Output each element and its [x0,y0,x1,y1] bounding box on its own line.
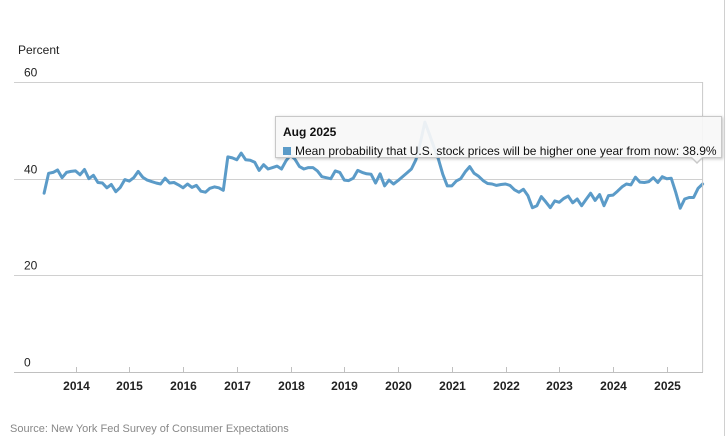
x-tick-label: 2023 [546,379,573,393]
legend-swatch-icon [283,147,291,155]
x-tick-label: 2021 [439,379,466,393]
source-note: Source: New York Fed Survey of Consumer … [10,423,289,435]
x-tick-label: 2016 [170,379,197,393]
x-axis: 2014 2015 2016 2017 2018 2019 2020 2021 2022 2023… [63,367,681,393]
x-tick-label: 2025 [654,379,681,393]
y-tick-label: 0 [24,356,31,370]
tooltip-series-label: Mean probability that U.S. stock prices … [295,144,676,158]
tooltip-pointer-fill [691,156,703,162]
y-tick-label: 40 [24,163,38,177]
x-tick-label: 2014 [63,379,90,393]
x-tick-label: 2017 [224,379,251,393]
series-group [42,120,705,210]
x-tick-label: 2015 [116,379,143,393]
x-tick-label: 2022 [493,379,520,393]
tooltip-title: Aug 2025 [283,125,337,139]
x-tick-label: 2018 [278,379,305,393]
y-axis-label: Percent [18,43,60,57]
tooltip-row: Mean probability that U.S. stock prices … [283,144,717,158]
tooltip-colon: : [675,144,683,158]
series-line [42,120,705,210]
tooltip: Aug 2025 Mean probability that U.S. stoc… [275,116,722,158]
x-tick-label: 2020 [385,379,412,393]
y-axis-ticks: 0 20 40 60 [24,66,38,370]
y-tick-label: 60 [24,66,38,80]
x-tick-label: 2024 [600,379,627,393]
x-tick-label: 2019 [331,379,358,393]
tooltip-value: 38.9% [682,144,717,158]
y-tick-label: 20 [24,259,38,273]
frame-border [724,0,725,436]
